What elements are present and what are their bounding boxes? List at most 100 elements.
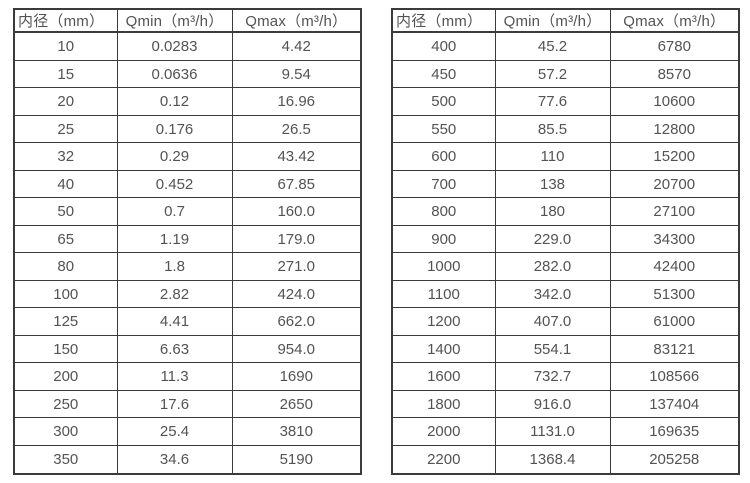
qmax-cell: 954.0	[231, 334, 362, 364]
tables-container: 内径（mm） Qmin（m³/h） Qmax（m³/h） 10 0.0283 4.42 1…	[13, 8, 740, 475]
qmin-cell: 45.2	[494, 31, 611, 61]
qmin-cell: 1131.0	[494, 417, 611, 446]
qmin-cell: 554.1	[494, 334, 611, 364]
diameter-cell: 450	[391, 59, 496, 89]
qmax-cell: 179.0	[231, 224, 362, 254]
table-row: 450 57.2 8570	[391, 59, 740, 89]
qmin-cell: 77.6	[494, 87, 611, 116]
qmax-cell: 61000	[609, 307, 740, 336]
qmax-cell: 2650	[231, 389, 362, 419]
table-row: 1400 554.1 83121	[391, 334, 740, 364]
flow-table-small-diameters: 内径（mm） Qmin（m³/h） Qmax（m³/h） 10 0.0283 4.42 1…	[13, 8, 362, 475]
table-row: 25 0.176 26.5	[13, 114, 362, 144]
qmax-cell: 42400	[609, 252, 740, 281]
qmax-cell: 169635	[609, 417, 740, 446]
table-row: 65 1.19 179.0	[13, 224, 362, 254]
qmax-cell: 205258	[609, 445, 740, 475]
qmin-cell: 0.0636	[116, 59, 233, 89]
qmin-cell: 11.3	[116, 362, 233, 391]
header-row: 内径（mm） Qmin（m³/h） Qmax（m³/h）	[13, 8, 362, 33]
qmax-cell: 108566	[609, 362, 740, 391]
qmin-cell: 229.0	[494, 224, 611, 254]
table-row: 2200 1368.4 205258	[391, 445, 740, 475]
qmin-cell: 916.0	[494, 389, 611, 419]
qmax-cell: 51300	[609, 279, 740, 309]
qmax-cell: 4.42	[231, 31, 362, 61]
diameter-cell: 100	[13, 279, 118, 309]
table-row: 1800 916.0 137404	[391, 389, 740, 419]
qmin-cell: 342.0	[494, 279, 611, 309]
diameter-cell: 20	[13, 87, 118, 116]
qmin-cell: 34.6	[116, 445, 233, 475]
qmax-cell: 6780	[609, 31, 740, 61]
qmax-cell: 27100	[609, 197, 740, 226]
diameter-cell: 1200	[391, 307, 496, 336]
qmin-cell: 732.7	[494, 362, 611, 391]
table-row: 1600 732.7 108566	[391, 362, 740, 391]
qmin-cell: 110	[494, 142, 611, 171]
table-row: 2000 1131.0 169635	[391, 417, 740, 446]
qmax-cell: 10600	[609, 87, 740, 116]
qmin-cell: 25.4	[116, 417, 233, 446]
table-row: 200 11.3 1690	[13, 362, 362, 391]
diameter-cell: 32	[13, 142, 118, 171]
qmax-cell: 9.54	[231, 59, 362, 89]
diameter-cell: 600	[391, 142, 496, 171]
diameter-cell: 1800	[391, 389, 496, 419]
table-row: 1200 407.0 61000	[391, 307, 740, 336]
qmax-cell: 26.5	[231, 114, 362, 144]
diameter-cell: 700	[391, 169, 496, 199]
qmin-cell: 407.0	[494, 307, 611, 336]
table-row: 80 1.8 271.0	[13, 252, 362, 281]
table-row: 1100 342.0 51300	[391, 279, 740, 309]
qmax-cell: 5190	[231, 445, 362, 475]
table-row: 125 4.41 662.0	[13, 307, 362, 336]
qmax-cell: 137404	[609, 389, 740, 419]
table-row: 500 77.6 10600	[391, 87, 740, 116]
qmin-cell: 1.8	[116, 252, 233, 281]
qmin-cell: 2.82	[116, 279, 233, 309]
header-row: 内径（mm） Qmin（m³/h） Qmax（m³/h）	[391, 8, 740, 33]
table-row: 550 85.5 12800	[391, 114, 740, 144]
qmin-cell: 0.0283	[116, 31, 233, 61]
table-row: 250 17.6 2650	[13, 389, 362, 419]
qmax-cell: 15200	[609, 142, 740, 171]
diameter-cell: 65	[13, 224, 118, 254]
qmax-cell: 20700	[609, 169, 740, 199]
qmax-cell: 424.0	[231, 279, 362, 309]
diameter-cell: 40	[13, 169, 118, 199]
table-row: 40 0.452 67.85	[13, 169, 362, 199]
qmin-cell: 57.2	[494, 59, 611, 89]
qmax-cell: 1690	[231, 362, 362, 391]
table-row: 32 0.29 43.42	[13, 142, 362, 171]
qmax-cell: 3810	[231, 417, 362, 446]
qmax-cell: 271.0	[231, 252, 362, 281]
diameter-cell: 350	[13, 445, 118, 475]
qmin-cell: 1368.4	[494, 445, 611, 475]
diameter-cell: 125	[13, 307, 118, 336]
qmin-cell: 282.0	[494, 252, 611, 281]
qmax-cell: 8570	[609, 59, 740, 89]
table-row: 600 110 15200	[391, 142, 740, 171]
table-row: 900 229.0 34300	[391, 224, 740, 254]
diameter-cell: 1100	[391, 279, 496, 309]
column-header-diameter: 内径（mm）	[391, 8, 496, 33]
qmax-cell: 34300	[609, 224, 740, 254]
column-header-qmin: Qmin（m³/h）	[116, 8, 233, 33]
diameter-cell: 1600	[391, 362, 496, 391]
diameter-cell: 250	[13, 389, 118, 419]
column-header-qmax: Qmax（m³/h）	[231, 8, 362, 33]
qmin-cell: 17.6	[116, 389, 233, 419]
diameter-cell: 550	[391, 114, 496, 144]
diameter-cell: 80	[13, 252, 118, 281]
diameter-cell: 300	[13, 417, 118, 446]
diameter-cell: 10	[13, 31, 118, 61]
table-row: 300 25.4 3810	[13, 417, 362, 446]
diameter-cell: 1000	[391, 252, 496, 281]
qmax-cell: 12800	[609, 114, 740, 144]
table-row: 20 0.12 16.96	[13, 87, 362, 116]
qmin-cell: 1.19	[116, 224, 233, 254]
qmin-cell: 0.176	[116, 114, 233, 144]
qmax-cell: 662.0	[231, 307, 362, 336]
